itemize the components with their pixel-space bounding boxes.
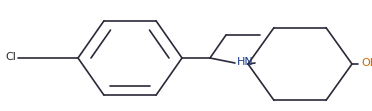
Text: OH: OH <box>361 58 372 68</box>
Text: Cl: Cl <box>5 52 16 62</box>
Text: HN: HN <box>237 57 253 67</box>
